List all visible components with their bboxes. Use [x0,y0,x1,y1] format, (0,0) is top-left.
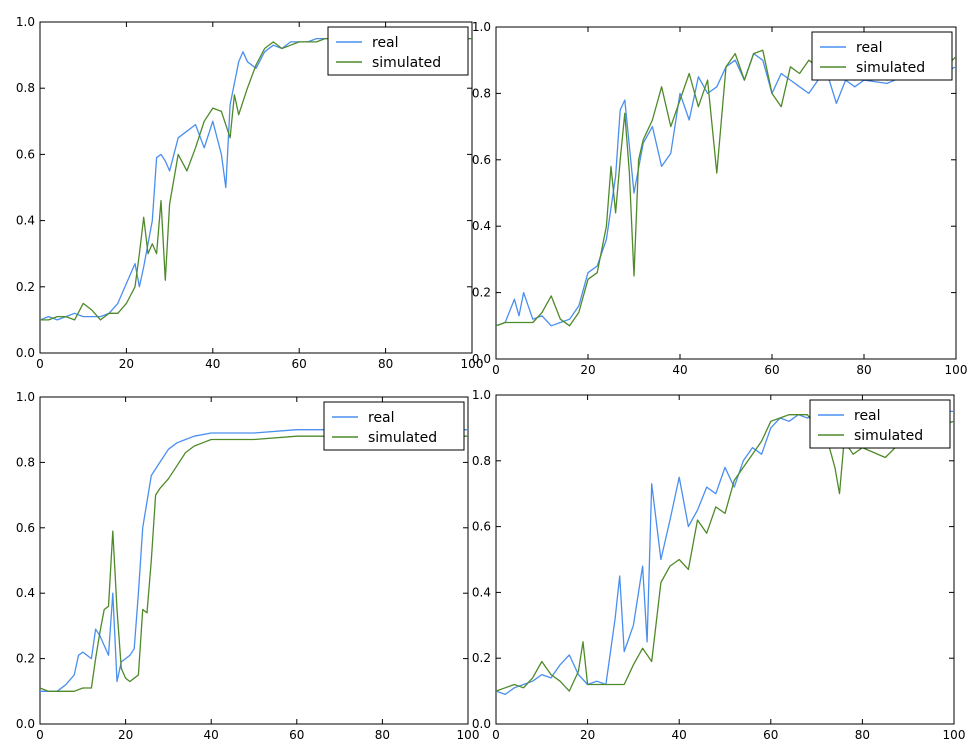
legend: real simulated [327,26,469,76]
legend: real simulated [323,401,465,451]
series-line-real [40,37,472,321]
x-tick-label: 60 [764,363,779,377]
x-tick-label: 40 [204,728,219,742]
x-tick-label: 80 [375,728,390,742]
x-tick-label: 20 [119,357,134,371]
legend-label-simulated: simulated [368,430,437,446]
chart-panel-1: 0 20 40 60 80 100 0.0 0.2 0.4 0.6 0.8 1.0 real simula… [16,15,484,371]
legend-label-simulated: simulated [854,428,923,444]
x-tick-label: 80 [856,363,871,377]
legend: real simulated [809,399,951,449]
legend-label-real: real [856,40,883,56]
x-tick-label: 100 [943,728,966,742]
x-tick-label: 40 [672,728,687,742]
y-tick-label: 0.0 [16,346,35,360]
y-tick-label: 0.2 [472,286,491,300]
x-tick-label: 80 [855,728,870,742]
series-line-simulated [40,37,472,321]
y-tick-label: 0.6 [16,521,35,535]
x-tick-label: 60 [289,728,304,742]
series-line-real [496,52,956,327]
y-tick-label: 0.2 [16,652,35,666]
series-line-real [496,410,954,696]
y-tick-label: 0.0 [472,717,491,731]
x-tick-label: 0 [492,728,500,742]
chart-panel-2: 0 20 40 60 80 100 0.0 0.2 0.4 0.6 0.8 1.0 real simula… [472,20,968,377]
legend-label-simulated: simulated [372,55,441,71]
y-tick-label: 0.8 [16,81,35,95]
y-tick-label: 0.6 [16,147,35,161]
y-tick-label: 0.4 [16,214,35,228]
y-tick-label: 0.8 [16,455,35,469]
legend-box [327,26,469,76]
plot-area-frame [39,21,473,354]
y-tick-label: 1.0 [16,15,35,29]
legend-box [811,31,953,81]
x-tick-label: 80 [378,357,393,371]
legend-label-real: real [368,410,395,426]
x-tick-label: 60 [763,728,778,742]
y-tick-label: 0.0 [16,717,35,731]
y-tick-label: 0.0 [472,352,491,366]
x-tick-label: 60 [292,357,307,371]
legend-label-real: real [854,408,881,424]
legend-box [809,399,951,449]
x-tick-label: 0 [36,728,44,742]
plot-area-frame [495,394,955,725]
y-tick-label: 0.4 [16,586,35,600]
x-tick-label: 100 [457,728,480,742]
series-line-simulated [40,435,468,692]
chart-panel-3: 0 20 40 60 80 100 0.0 0.2 0.4 0.6 0.8 1.0 real simula… [16,390,480,742]
legend-label-real: real [372,35,399,51]
x-tick-label: 20 [580,363,595,377]
x-tick-label: 40 [672,363,687,377]
x-tick-label: 20 [118,728,133,742]
x-tick-label: 40 [205,357,220,371]
chart-panel-4: 0 20 40 60 80 100 0.0 0.2 0.4 0.6 0.8 1.0 real simula… [472,388,966,742]
legend: real simulated [811,31,953,81]
y-tick-label: 0.8 [472,86,491,100]
series-line-real [40,429,468,692]
y-tick-label: 0.2 [16,280,35,294]
legend-label-simulated: simulated [856,60,925,76]
y-tick-label: 0.2 [472,651,491,665]
x-tick-label: 0 [36,357,44,371]
y-tick-label: 0.8 [472,454,491,468]
x-tick-label: 0 [492,363,500,377]
y-tick-label: 0.6 [472,153,491,167]
y-tick-label: 1.0 [472,20,491,34]
legend-box [323,401,465,451]
y-tick-label: 0.4 [472,585,491,599]
x-tick-label: 20 [580,728,595,742]
x-tick-label: 100 [461,357,484,371]
y-tick-label: 0.4 [472,219,491,233]
x-tick-label: 100 [945,363,968,377]
y-tick-label: 1.0 [16,390,35,404]
y-tick-label: 0.6 [472,520,491,534]
series-line-simulated [496,414,954,692]
y-tick-label: 1.0 [472,388,491,402]
